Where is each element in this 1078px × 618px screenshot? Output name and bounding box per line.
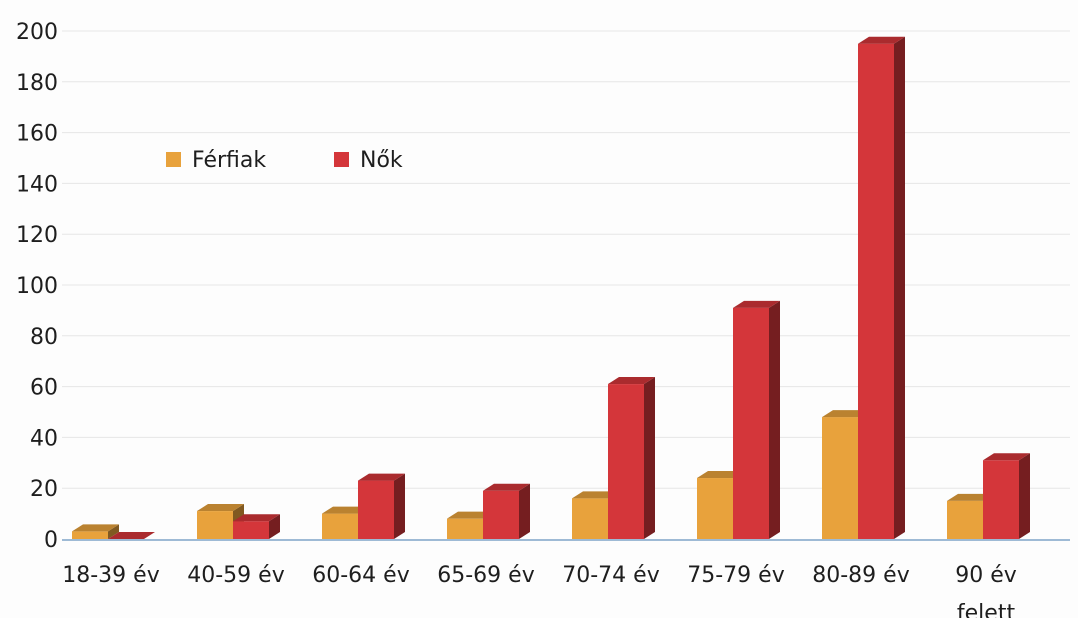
bar-top-face xyxy=(947,493,994,501)
x-tick-label: 18-39 év xyxy=(62,563,159,588)
bar-front-face xyxy=(322,513,358,539)
bar-top-face xyxy=(358,473,405,481)
legend-item-nők: Nők xyxy=(334,148,403,173)
y-tick-label: 0 xyxy=(44,528,58,553)
bars xyxy=(72,36,1030,539)
y-tick-label: 140 xyxy=(16,172,58,197)
x-tick-label: 90 év xyxy=(955,563,1017,588)
y-tick-label: 200 xyxy=(16,20,58,45)
bar-nők-3 xyxy=(483,483,530,539)
bar-front-face xyxy=(447,518,483,539)
bar-front-face xyxy=(608,384,644,539)
bar-front-face xyxy=(233,521,269,539)
x-tick-label: 80-89 év xyxy=(812,563,909,588)
x-tick-label: 40-59 év xyxy=(187,563,284,588)
bar-nők-2 xyxy=(358,473,405,539)
bar-side-face xyxy=(108,524,119,539)
y-tick-label: 60 xyxy=(30,376,58,401)
bar-top-face xyxy=(108,532,155,539)
legend-label: Férfiak xyxy=(192,148,266,173)
bar-front-face xyxy=(983,460,1019,539)
x-tick-label: 65-69 év xyxy=(437,563,534,588)
legend-item-férfiak: Férfiak xyxy=(166,148,266,173)
y-tick-label: 100 xyxy=(16,274,58,299)
bar-nők-5 xyxy=(733,300,780,539)
x-tick-label: 60-64 év xyxy=(312,563,409,588)
y-tick-label: 80 xyxy=(30,325,58,350)
bar-top-face xyxy=(608,377,655,385)
bar-side-face xyxy=(769,300,780,539)
bar-top-face xyxy=(197,504,244,512)
y-tick-label: 120 xyxy=(16,223,58,248)
bar-front-face xyxy=(947,500,983,539)
bar-front-face xyxy=(572,498,608,539)
bar-front-face xyxy=(858,43,894,539)
bar-front-face xyxy=(358,480,394,539)
bar-front-face xyxy=(72,531,108,539)
bar-side-face xyxy=(894,36,905,539)
y-tick-label: 40 xyxy=(30,426,58,451)
x-tick-label: felett xyxy=(957,601,1016,618)
bar-top-face xyxy=(733,300,780,308)
legend: Férfiak Nők xyxy=(166,148,403,173)
bar-front-face xyxy=(483,490,519,539)
bar-front-face xyxy=(697,478,733,539)
bar-front-face xyxy=(822,417,858,539)
bar-front-face xyxy=(733,307,769,539)
bar-nők-4 xyxy=(608,377,655,539)
gridlines xyxy=(62,30,1070,489)
bar-top-face xyxy=(697,471,744,479)
x-axis: 18-39 év 40-59 év 60-64 év 65-69 év 70-74 év… xyxy=(62,539,1070,618)
y-tick-label: 180 xyxy=(16,71,58,96)
bar-side-face xyxy=(519,483,530,539)
y-axis: 0 20 40 60 80 100 120 140 160 180 200 xyxy=(16,20,58,553)
bar-top-face xyxy=(233,514,280,522)
legend-swatch xyxy=(166,152,181,167)
bar-férfiak-0 xyxy=(72,524,119,539)
legend-label: Nők xyxy=(360,148,403,173)
bar-top-face xyxy=(72,524,119,532)
x-tick-label: 70-74 év xyxy=(562,563,659,588)
bar-side-face xyxy=(394,473,405,539)
bar-side-face xyxy=(269,514,280,539)
legend-swatch xyxy=(334,152,349,167)
bar-nők-7 xyxy=(983,453,1030,539)
bar-top-face xyxy=(983,453,1030,461)
bar-nők-0 xyxy=(108,532,155,539)
bar-top-face xyxy=(322,506,369,514)
bar-front-face xyxy=(197,511,233,539)
y-tick-label: 160 xyxy=(16,122,58,147)
bar-side-face xyxy=(1019,453,1030,539)
bar-top-face xyxy=(822,410,869,418)
y-tick-label: 20 xyxy=(30,477,58,502)
bar-nők-6 xyxy=(858,36,905,539)
bar-top-face xyxy=(447,511,494,519)
bar-side-face xyxy=(644,377,655,539)
bar-top-face xyxy=(572,491,619,499)
bar-nők-1 xyxy=(233,514,280,539)
bar-top-face xyxy=(858,36,905,44)
x-tick-label: 75-79 év xyxy=(687,563,784,588)
bar-top-face xyxy=(483,483,530,491)
